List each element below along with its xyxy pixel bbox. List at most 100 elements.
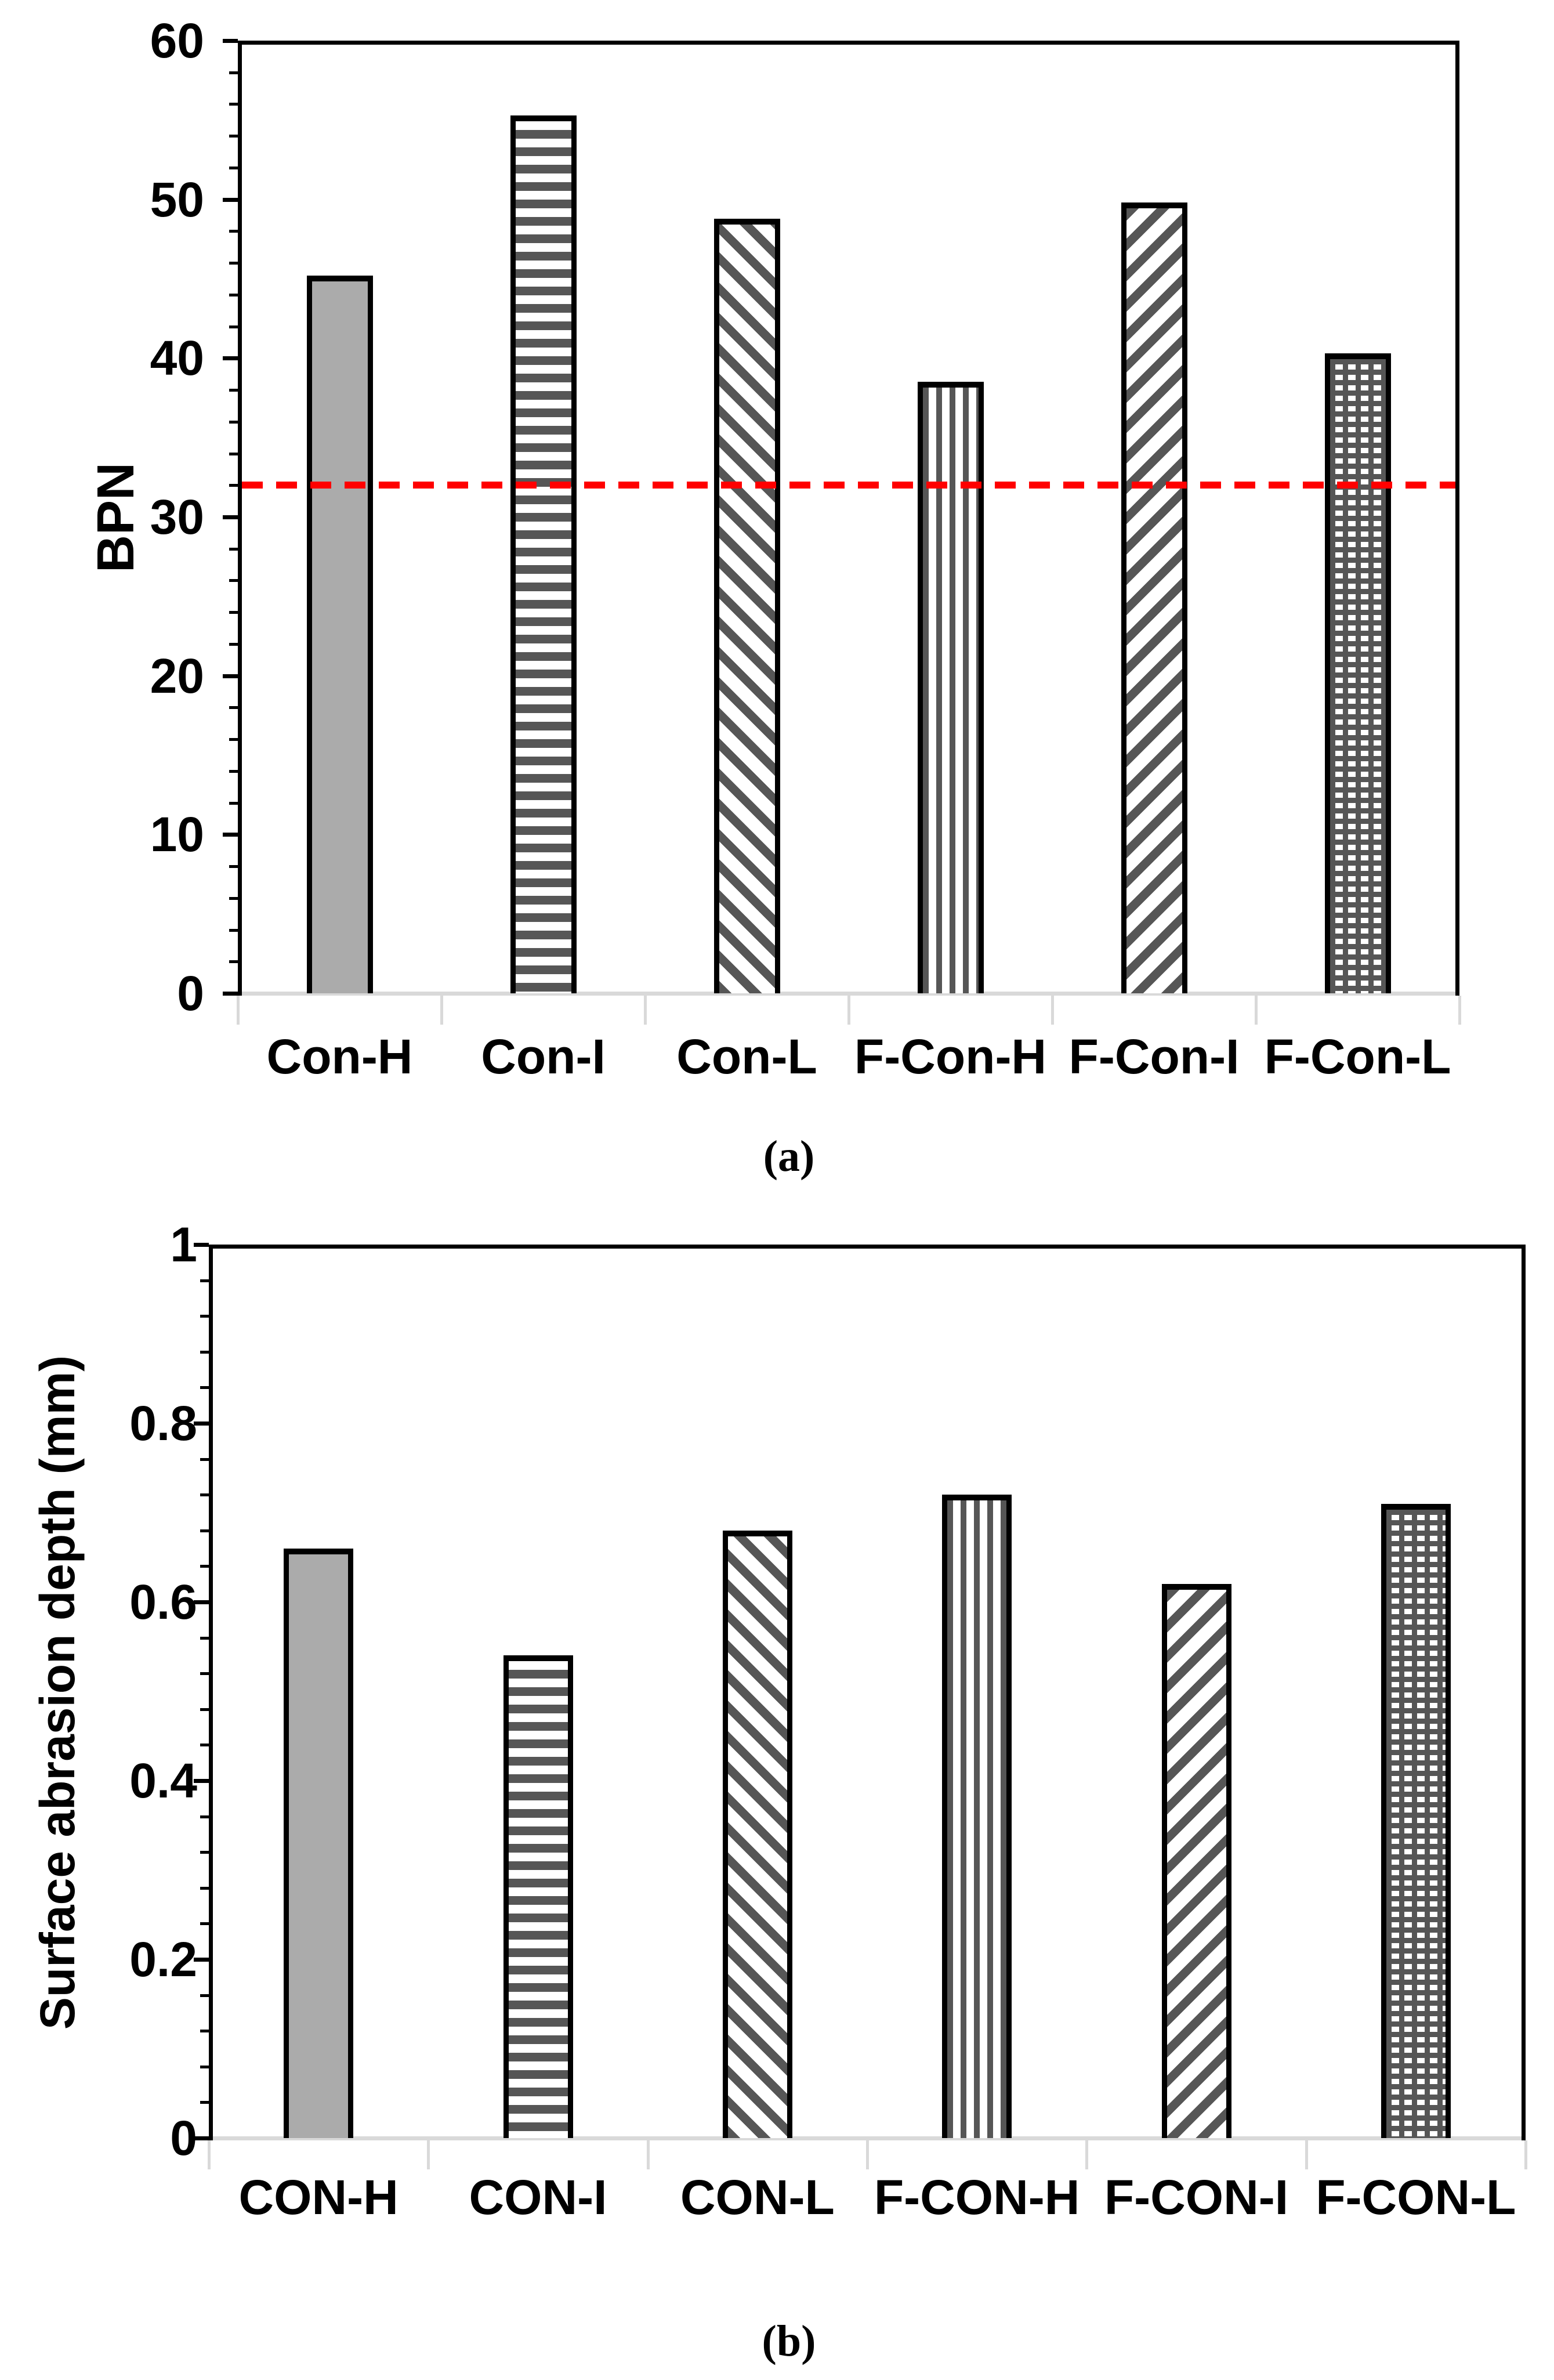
y-tick-label: 10 bbox=[150, 807, 204, 862]
y-minor-tick bbox=[200, 1350, 209, 1354]
y-minor-tick bbox=[229, 896, 238, 900]
y-minor-tick bbox=[229, 452, 238, 455]
y-minor-tick bbox=[229, 293, 238, 296]
category-label-f-con-l: F-CON-L bbox=[1316, 2170, 1516, 2225]
y-minor-tick bbox=[229, 166, 238, 169]
y-minor-tick bbox=[229, 230, 238, 233]
bar-f-con-l bbox=[1381, 1503, 1451, 2138]
category-boundary-tick bbox=[646, 2140, 650, 2169]
plot-border bbox=[209, 1245, 1526, 2140]
bar-f-con-i bbox=[1161, 1584, 1231, 2138]
y-minor-tick bbox=[200, 1922, 209, 1926]
y-minor-tick bbox=[200, 1672, 209, 1676]
y-minor-tick bbox=[229, 484, 238, 487]
y-major-tick bbox=[223, 39, 238, 43]
category-label-con-l: CON-L bbox=[680, 2170, 835, 2225]
y-major-tick bbox=[223, 992, 238, 996]
category-label-f-con-h: F-Con-H bbox=[854, 1029, 1047, 1084]
y-minor-tick bbox=[229, 769, 238, 773]
y-minor-tick bbox=[229, 579, 238, 583]
bar-con-l bbox=[713, 218, 780, 993]
category-label-con-h: CON-H bbox=[238, 2170, 399, 2225]
y-tick-label: 20 bbox=[150, 648, 204, 703]
y-minor-tick bbox=[229, 801, 238, 805]
category-label-f-con-h: F-CON-H bbox=[874, 2170, 1080, 2225]
y-major-tick bbox=[223, 356, 238, 361]
y-minor-tick bbox=[200, 2065, 209, 2068]
y-minor-tick bbox=[229, 103, 238, 106]
y-minor-tick bbox=[229, 960, 238, 964]
y-minor-tick bbox=[229, 325, 238, 328]
bar-con-i bbox=[510, 115, 577, 993]
y-minor-tick bbox=[229, 706, 238, 710]
category-label-f-con-i: F-CON-I bbox=[1104, 2170, 1289, 2225]
y-minor-tick bbox=[229, 71, 238, 74]
y-major-tick bbox=[223, 197, 238, 202]
y-minor-tick bbox=[229, 420, 238, 424]
y-minor-tick bbox=[200, 1565, 209, 1568]
category-boundary-tick bbox=[1051, 996, 1054, 1025]
y-tick-label: 0 bbox=[177, 966, 204, 1021]
x-axis-line bbox=[209, 2136, 1526, 2140]
y-tick-label: 40 bbox=[150, 331, 204, 386]
y-minor-tick bbox=[200, 1815, 209, 1818]
y-minor-tick bbox=[229, 865, 238, 869]
caption-b: (b) bbox=[762, 2317, 816, 2365]
y-tick-label: 60 bbox=[150, 13, 204, 68]
y-minor-tick bbox=[229, 262, 238, 265]
category-label-f-con-l: F-Con-L bbox=[1264, 1029, 1451, 1084]
reference-line bbox=[242, 482, 1455, 489]
bar-con-l bbox=[722, 1530, 792, 2138]
bar-con-h bbox=[306, 276, 373, 993]
y-minor-tick bbox=[200, 1744, 209, 1747]
category-label-f-con-i: F-Con-I bbox=[1068, 1029, 1240, 1084]
y-tick-label: 50 bbox=[150, 172, 204, 227]
category-boundary-tick bbox=[1305, 2140, 1308, 2169]
category-label-con-l: Con-L bbox=[676, 1029, 817, 1084]
bar-f-con-l bbox=[1324, 353, 1391, 993]
y-major-tick bbox=[194, 1779, 209, 1783]
y-minor-tick bbox=[200, 1386, 209, 1390]
y-major-tick bbox=[194, 1600, 209, 1604]
y-minor-tick bbox=[229, 928, 238, 932]
y-tick-label: 30 bbox=[150, 490, 204, 544]
y-tick-label: 0.8 bbox=[129, 1396, 197, 1451]
category-boundary-tick bbox=[427, 2140, 430, 2169]
bar-con-h bbox=[284, 1548, 354, 2138]
category-label-con-h: Con-H bbox=[266, 1029, 413, 1084]
y-minor-tick bbox=[229, 135, 238, 138]
category-boundary-tick bbox=[208, 2140, 211, 2169]
category-label-con-i: Con-I bbox=[481, 1029, 606, 1084]
category-boundary-tick bbox=[1255, 996, 1258, 1025]
y-tick-label: 0.2 bbox=[129, 1932, 197, 1987]
y-minor-tick bbox=[200, 1886, 209, 1890]
caption-a: (a) bbox=[763, 1132, 815, 1181]
category-boundary-tick bbox=[644, 996, 647, 1025]
y-minor-tick bbox=[200, 1636, 209, 1640]
y-minor-tick bbox=[229, 642, 238, 646]
y-major-tick bbox=[194, 1958, 209, 1962]
y-major-tick bbox=[194, 1422, 209, 1426]
y-major-tick bbox=[194, 1243, 209, 1247]
y-tick-label: 0.6 bbox=[129, 1575, 197, 1629]
y-major-tick bbox=[223, 515, 238, 519]
category-boundary-tick bbox=[866, 2140, 869, 2169]
category-label-con-i: CON-I bbox=[469, 2170, 607, 2225]
plot-border bbox=[238, 41, 1459, 996]
category-boundary-tick bbox=[237, 996, 240, 1025]
y-tick-label: 1 bbox=[170, 1217, 197, 1272]
y-minor-tick bbox=[200, 1279, 209, 1282]
category-boundary-tick bbox=[847, 996, 850, 1025]
y-minor-tick bbox=[200, 1994, 209, 1997]
y-minor-tick bbox=[229, 547, 238, 551]
y-minor-tick bbox=[200, 1457, 209, 1461]
category-boundary-tick bbox=[1458, 996, 1461, 1025]
y-minor-tick bbox=[200, 2030, 209, 2033]
y-minor-tick bbox=[200, 1851, 209, 1854]
y-minor-tick bbox=[200, 1708, 209, 1711]
y-minor-tick bbox=[229, 389, 238, 392]
category-boundary-tick bbox=[440, 996, 443, 1025]
y-minor-tick bbox=[200, 1493, 209, 1497]
bar-f-con-i bbox=[1121, 202, 1187, 993]
category-boundary-tick bbox=[1085, 2140, 1089, 2169]
